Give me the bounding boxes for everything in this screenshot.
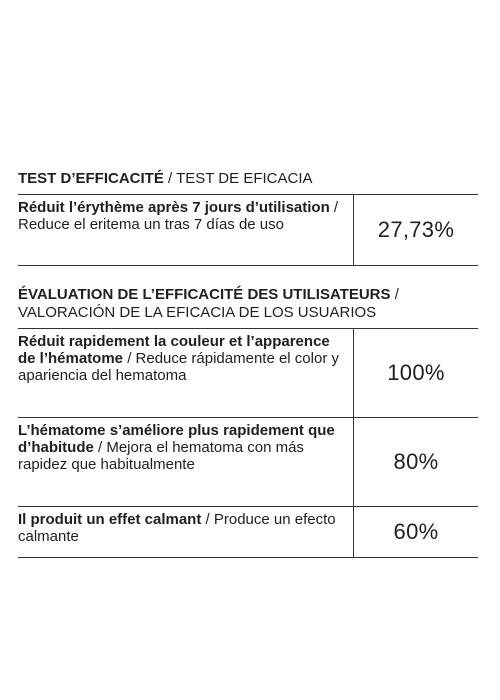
row-text-es: / Produce un efecto calmante (18, 511, 336, 545)
table-row: L’hématome s’améliore plus rapidement qu… (18, 418, 478, 507)
row-text-fr: L’hématome s’améliore plus rapidement qu… (18, 422, 335, 456)
row-value: 27,73% (377, 217, 455, 242)
row-text-es: / Mejora el hematoma con más rapidez que… (18, 439, 304, 473)
row-value: 60% (393, 519, 439, 544)
row-value: 100% (387, 360, 445, 385)
table-row: Réduit l’érythème après 7 jours d’utilis… (18, 195, 478, 266)
row-description: Il produit un effet calmant / Produce un… (18, 507, 354, 557)
user-evaluation-title-es: / VALORACIÓN DE LA EFICACIA DE LOS USUAR… (18, 286, 399, 321)
user-evaluation-title-fr: ÉVALUATION DE L’EFFICACITÉ DES UTILISATE… (18, 286, 391, 303)
row-description: Réduit l’érythème après 7 jours d’utilis… (18, 195, 354, 265)
efficacy-test-title-fr: TEST D’EFFICACITÉ (18, 170, 164, 187)
row-text-fr: Il produit un effet calmant (18, 511, 202, 528)
user-evaluation-heading: ÉVALUATION DE L’EFFICACITÉ DES UTILISATE… (18, 286, 478, 329)
efficacy-document: TEST D’EFFICACITÉ / TEST DE EFICACIA Réd… (18, 170, 478, 558)
table-row: Réduit rapidement la couleur et l’appare… (18, 329, 478, 418)
row-description: L’hématome s’améliore plus rapidement qu… (18, 418, 354, 506)
efficacy-test-title-es: / TEST DE EFICACIA (168, 170, 313, 187)
row-description: Réduit rapidement la couleur et l’appare… (18, 329, 354, 417)
table-row: Il produit un effet calmant / Produce un… (18, 507, 478, 558)
row-text-fr: Réduit l’érythème après 7 jours d’utilis… (18, 199, 330, 216)
row-value: 80% (393, 449, 439, 474)
row-text-es: / Reduce el eritema un tras 7 días de us… (18, 199, 339, 233)
efficacy-test-heading: TEST D’EFFICACITÉ / TEST DE EFICACIA (18, 170, 478, 195)
row-text-fr: Réduit rapidement la couleur et l’appare… (18, 333, 330, 367)
row-text-es: / Reduce rápidamente el color y aparienc… (18, 350, 339, 384)
